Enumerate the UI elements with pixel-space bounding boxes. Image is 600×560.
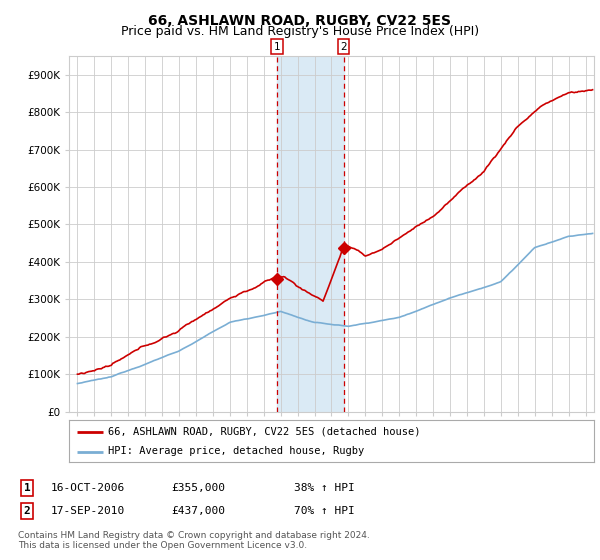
Text: 38% ↑ HPI: 38% ↑ HPI [294,483,355,493]
Text: 70% ↑ HPI: 70% ↑ HPI [294,506,355,516]
Bar [277,56,344,412]
Text: £355,000: £355,000 [171,483,225,493]
Text: Contains HM Land Registry data © Crown copyright and database right 2024.
This d: Contains HM Land Registry data © Crown c… [18,531,370,550]
Text: 1: 1 [274,42,280,52]
Text: 66, ASHLAWN ROAD, RUGBY, CV22 5ES (detached house): 66, ASHLAWN ROAD, RUGBY, CV22 5ES (detac… [109,427,421,437]
Text: 66, ASHLAWN ROAD, RUGBY, CV22 5ES: 66, ASHLAWN ROAD, RUGBY, CV22 5ES [149,14,452,28]
Text: 16-OCT-2006: 16-OCT-2006 [51,483,125,493]
Text: 17-SEP-2010: 17-SEP-2010 [51,506,125,516]
Text: 1: 1 [23,483,31,493]
Text: £437,000: £437,000 [171,506,225,516]
Text: HPI: Average price, detached house, Rugby: HPI: Average price, detached house, Rugb… [109,446,365,456]
Text: Price paid vs. HM Land Registry's House Price Index (HPI): Price paid vs. HM Land Registry's House … [121,25,479,38]
Text: 2: 2 [340,42,347,52]
Text: 2: 2 [23,506,31,516]
